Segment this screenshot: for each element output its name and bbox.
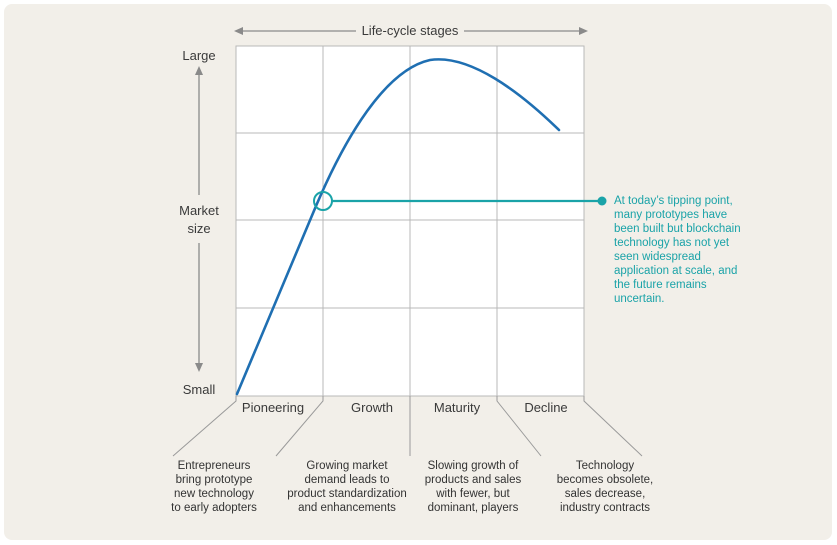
description-maturity: Slowing growth of products and sales wit… (413, 459, 533, 515)
stage-label-decline: Decline (524, 400, 567, 415)
description-line: demand leads to (304, 474, 390, 486)
description-line: product standardization (287, 488, 407, 500)
tipping-point-annotation: At today’s tipping point, many prototype… (614, 195, 741, 305)
y-axis-arrow (195, 66, 203, 372)
description-line: and enhancements (298, 502, 396, 514)
chart-title: Life-cycle stages (362, 23, 459, 38)
grid (235, 45, 585, 397)
y-axis-title-line1: Market (179, 203, 219, 218)
description-pioneering: Entrepreneurs bring prototype new techno… (158, 459, 270, 515)
description-line: Growing market (306, 460, 388, 472)
title-arrow (234, 27, 588, 35)
description-line: to early adopters (171, 502, 257, 514)
stage-label-pioneering: Pioneering (242, 400, 304, 415)
description-line: with fewer, but (436, 488, 510, 500)
description-line: dominant, players (427, 502, 519, 514)
description-line: Entrepreneurs (177, 460, 251, 472)
description-line: new technology (174, 488, 254, 500)
y-axis-top-label: Large (182, 48, 215, 63)
y-axis-title-line2: size (187, 221, 210, 236)
description-line: industry contracts (559, 502, 651, 514)
description-line: Slowing growth of (427, 460, 519, 472)
lifecycle-curve (235, 58, 561, 396)
stage-label-maturity: Maturity (434, 400, 481, 415)
stage-label-growth: Growth (351, 400, 393, 415)
description-line: sales decrease, (564, 488, 646, 500)
description-decline: Technology becomes obsolete, sales decre… (543, 459, 667, 515)
description-line: Technology (575, 460, 635, 472)
description-line: products and sales (424, 474, 522, 486)
leader-lines (172, 396, 643, 457)
tipping-point-dot (597, 196, 607, 206)
description-growth: Growing market demand leads to product s… (281, 459, 413, 515)
y-axis-bottom-label: Small (183, 382, 216, 397)
description-line: bring prototype (175, 474, 253, 486)
description-line: becomes obsolete, (556, 474, 654, 486)
